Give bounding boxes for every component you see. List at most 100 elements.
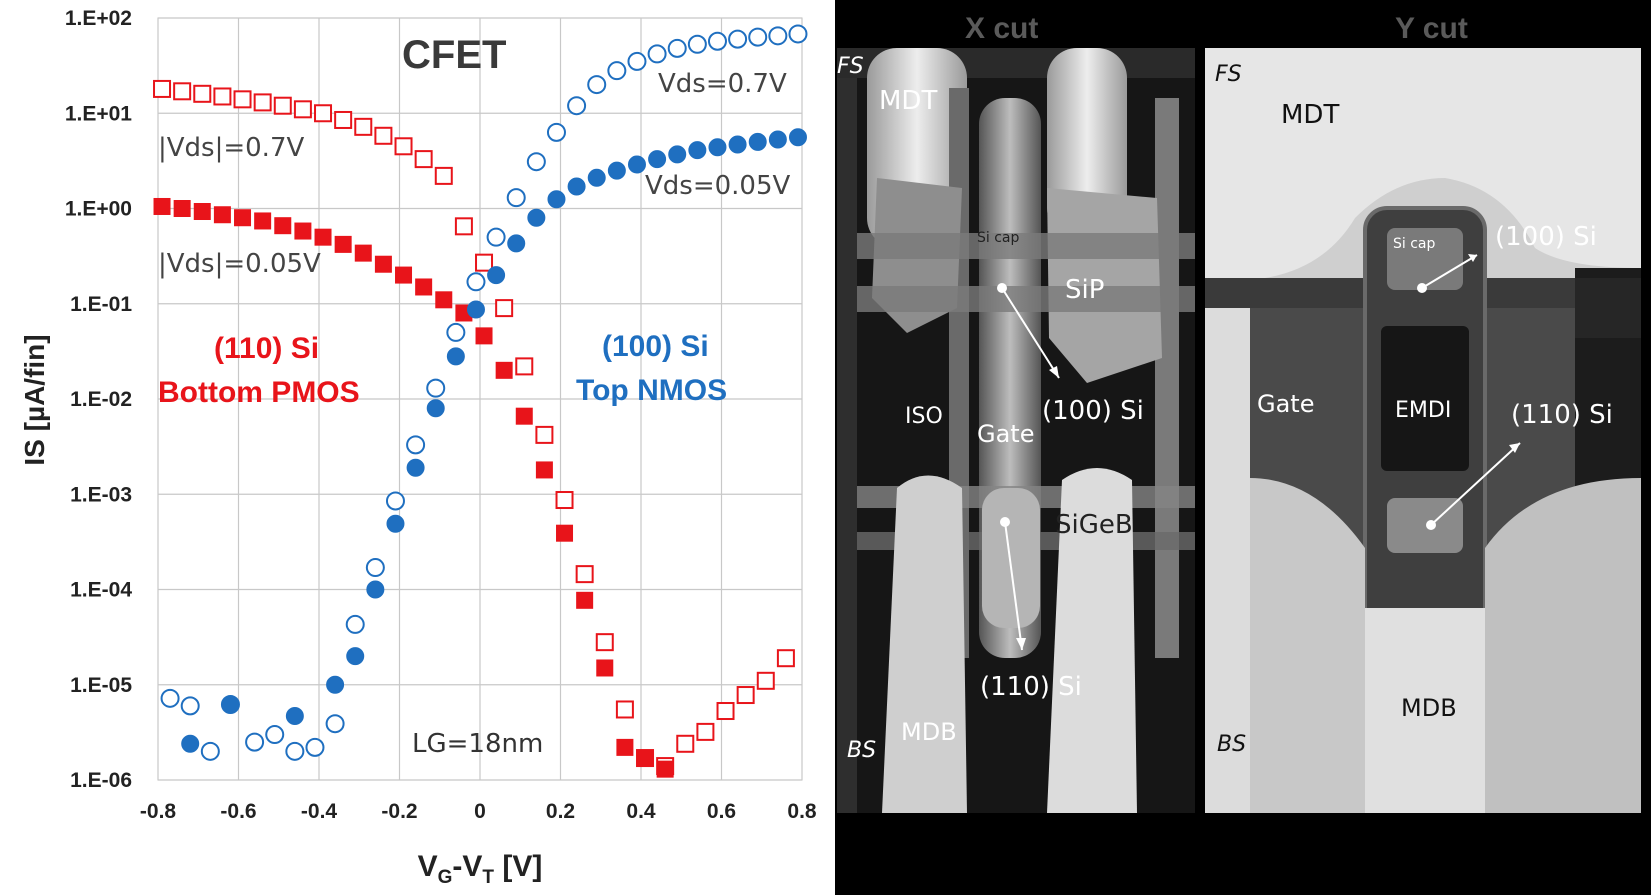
data-point — [173, 200, 191, 217]
data-point — [386, 514, 405, 533]
x-tick-label: 0 — [474, 800, 486, 823]
xcut-sip-label: SiP — [1065, 275, 1105, 305]
data-point — [547, 190, 566, 209]
data-point — [285, 706, 304, 725]
data-point — [615, 700, 634, 719]
data-point — [708, 138, 727, 157]
data-point — [607, 161, 626, 180]
series-2 — [160, 24, 808, 761]
data-point — [234, 209, 252, 227]
data-point — [213, 87, 232, 106]
y-axis-title: IS [µA/fin] — [19, 334, 50, 465]
data-point — [736, 686, 755, 705]
pmos-orientation-label: (110) Si — [214, 332, 319, 365]
data-point — [454, 217, 473, 236]
data-point — [667, 38, 687, 58]
xcut-si-cap-label: Si cap — [977, 230, 1020, 246]
data-point — [687, 34, 707, 54]
data-point — [627, 155, 646, 174]
data-point — [426, 378, 446, 398]
x-tick-label: 0.2 — [546, 800, 575, 823]
data-point — [254, 212, 272, 230]
label-vds005-nmos: Vds=0.05V — [645, 171, 791, 201]
data-point — [285, 741, 305, 761]
data-point — [326, 675, 345, 694]
data-point — [535, 425, 554, 444]
data-point — [446, 347, 465, 366]
y-tick-label: 1.E+02 — [65, 7, 132, 30]
data-point — [406, 435, 426, 455]
data-point — [768, 26, 788, 46]
data-point — [475, 253, 494, 272]
ycut-si110-label: (110) Si — [1511, 400, 1613, 430]
y-tick-label: 1.E-02 — [70, 388, 132, 411]
data-point — [221, 695, 240, 714]
data-point — [415, 278, 433, 296]
data-point — [435, 291, 453, 309]
data-point — [294, 222, 312, 240]
data-point — [475, 327, 493, 345]
data-point — [636, 749, 654, 767]
data-point — [487, 266, 506, 285]
data-point — [414, 150, 433, 169]
xcut-title: X cut — [965, 12, 1039, 45]
data-point — [707, 31, 727, 51]
data-point — [173, 82, 192, 101]
ycut-si-cap-label: Si cap — [1393, 236, 1436, 252]
xcut-sigeb-label: SiGeB — [1055, 510, 1133, 540]
data-point — [265, 725, 285, 745]
data-point — [466, 272, 486, 292]
data-point — [314, 104, 333, 123]
data-point — [656, 760, 674, 778]
xcut-gate-label: Gate — [977, 420, 1035, 448]
data-point — [595, 633, 614, 652]
xcut-mdb-label: MDB — [901, 718, 957, 746]
y-tick-label: 1.E-04 — [70, 579, 132, 602]
y-tick-label: 1.E-03 — [70, 483, 132, 506]
y-tick-label: 1.E-06 — [70, 769, 132, 792]
data-point — [314, 228, 332, 246]
y-tick-label: 1.E-01 — [70, 293, 132, 316]
data-point — [627, 51, 647, 71]
data-point — [596, 659, 614, 677]
xcut-iso-label: ISO — [905, 404, 943, 429]
y-tick-label: 1.E+01 — [65, 102, 132, 125]
data-point — [716, 702, 735, 721]
data-point — [466, 300, 485, 319]
data-point — [160, 688, 180, 708]
chart-panel: -0.8 -0.6 -0.4 -0.2 0 0.2 0.4 0.6 0.8 1.E+02 1.E+0… — [0, 0, 835, 895]
data-point — [325, 714, 345, 734]
data-point — [607, 61, 627, 81]
data-point — [153, 79, 172, 98]
x-tick-label: -0.4 — [301, 800, 338, 823]
data-point — [346, 647, 365, 666]
data-point — [273, 96, 292, 115]
data-point — [334, 110, 353, 129]
ycut-fs-label: FS — [1215, 62, 1242, 87]
data-point — [587, 75, 607, 95]
data-point — [507, 234, 526, 253]
ycut-micrograph — [1205, 48, 1641, 813]
label-vds07-pmos: |Vds|=0.7V — [158, 133, 304, 163]
label-vds005-pmos: |Vds|=0.05V — [158, 249, 321, 279]
ycut-mdb-label: MDB — [1401, 694, 1457, 722]
data-point — [587, 168, 606, 187]
data-point — [193, 84, 212, 103]
data-point — [394, 137, 413, 156]
xcut-mdt-label: MDT — [879, 86, 938, 116]
data-point — [434, 166, 453, 185]
label-vds07-nmos: Vds=0.7V — [658, 69, 787, 99]
data-point — [293, 100, 312, 119]
data-point — [233, 90, 252, 109]
ycut-emdi-label: EMDI — [1395, 398, 1452, 423]
data-point — [406, 458, 425, 477]
x-tick-label: 0.8 — [787, 800, 817, 823]
data-point — [200, 741, 220, 761]
data-point — [768, 130, 787, 149]
data-point — [696, 722, 715, 741]
ycut-bs-label: BS — [1217, 732, 1247, 757]
data-point — [788, 128, 807, 147]
tem-panel: X cut Y cut — [835, 0, 1651, 895]
data-point — [728, 29, 748, 49]
data-point — [526, 152, 546, 172]
